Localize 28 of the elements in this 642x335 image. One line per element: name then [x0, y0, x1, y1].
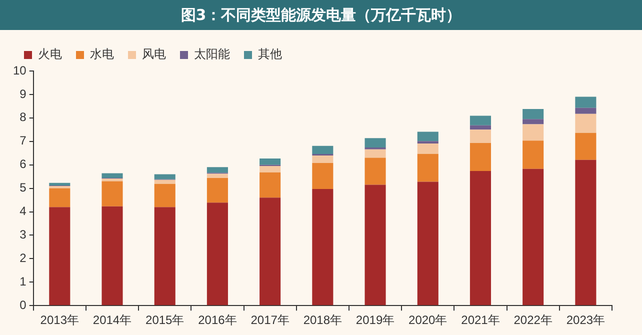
x-tick-label: 2016年 [198, 313, 237, 328]
x-tick-label: 2013年 [40, 313, 79, 328]
legend-label: 太阳能 [194, 47, 230, 62]
y-tick-label: 1 [20, 274, 27, 288]
y-tick-label: 2 [20, 250, 27, 265]
legend-label: 其他 [258, 47, 282, 62]
x-tick-label: 2022年 [514, 313, 552, 328]
y-tick-label: 0 [20, 298, 27, 312]
x-tick-label: 2014年 [92, 313, 132, 328]
y-tick-label: 10 [12, 63, 27, 78]
y-tick-label: 7 [20, 134, 27, 148]
y-tick-label: 9 [20, 86, 27, 101]
y-tick-label: 3 [20, 228, 27, 242]
y-tick-label: 5 [20, 180, 27, 195]
x-tick-label: 2017年 [250, 313, 290, 328]
x-tick-label: 2018年 [303, 313, 342, 328]
legend-label: 水电 [90, 47, 114, 62]
legend-label: 风电 [142, 47, 166, 62]
x-tick-label: 2023年 [566, 313, 606, 328]
x-tick-label: 2021年 [461, 313, 500, 328]
y-tick-label: 4 [20, 204, 27, 218]
legend-label: 火电 [38, 47, 62, 62]
y-tick-label: 6 [20, 157, 27, 172]
x-tick-label: 2020年 [408, 313, 448, 328]
chart-title: 图3：不同类型能源发电量（万亿千瓦时） [0, 0, 642, 30]
x-tick-label: 2015年 [146, 313, 184, 328]
y-tick-label: 8 [20, 110, 27, 124]
x-tick-label: 2019年 [356, 313, 395, 328]
